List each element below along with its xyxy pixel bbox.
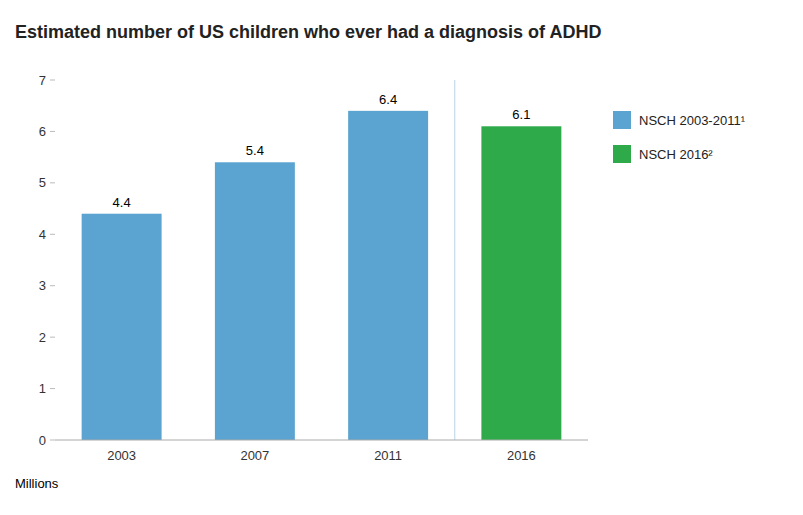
y-tick-label: 1 (39, 381, 46, 396)
data-label: 6.1 (512, 107, 530, 122)
y-tick (50, 285, 55, 286)
y-tick-label: 4 (39, 227, 46, 242)
bar (481, 126, 561, 440)
x-tick-label: 2016 (507, 448, 536, 463)
data-label: 6.4 (379, 92, 397, 107)
unit-label: Millions (15, 476, 59, 491)
y-axis: 0 1 2 3 4 5 6 7 (39, 73, 55, 448)
y-tick-label: 6 (39, 124, 46, 139)
legend-swatch (613, 111, 631, 129)
x-axis-line (55, 440, 588, 441)
y-tick-label: 0 (39, 433, 46, 448)
y-tick (50, 131, 55, 132)
legend-swatch (613, 145, 631, 163)
y-tick (50, 80, 55, 81)
bar (82, 214, 162, 440)
data-label: 4.4 (113, 195, 131, 210)
title: Estimated number of US children who ever… (15, 22, 601, 42)
data-label: 5.4 (246, 143, 264, 158)
data-labels: 4.4 5.4 6.4 6.1 (113, 92, 531, 210)
y-tick (50, 440, 55, 441)
y-tick-label: 5 (39, 175, 46, 190)
divider (454, 80, 455, 440)
x-tick-label: 2003 (107, 448, 136, 463)
y-tick (50, 337, 55, 338)
x-tick-label: 2007 (240, 448, 269, 463)
legend-label: NSCH 2003-2011¹ (639, 113, 746, 128)
x-tick-label: 2011 (374, 448, 402, 463)
y-tick (50, 182, 55, 183)
legend-label: NSCH 2016² (639, 147, 713, 162)
bars (82, 111, 562, 440)
y-tick (50, 388, 55, 389)
chart: Estimated number of US children who ever… (0, 0, 803, 515)
legend: NSCH 2003-2011¹ NSCH 2016² (613, 111, 746, 163)
y-tick-label: 7 (39, 73, 46, 88)
bar (348, 111, 428, 440)
y-tick-label: 3 (39, 278, 46, 293)
bar (215, 162, 295, 440)
x-axis: 2003 2007 2011 2016 (107, 448, 536, 463)
y-tick (50, 234, 55, 235)
y-tick-label: 2 (39, 330, 46, 345)
